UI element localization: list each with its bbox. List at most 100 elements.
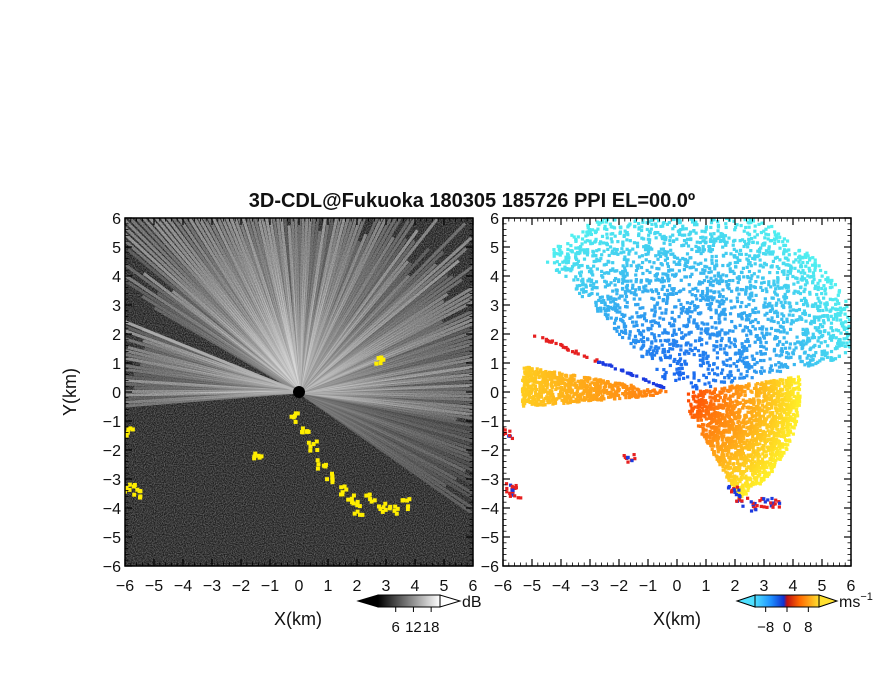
velocity-pixel bbox=[677, 290, 681, 294]
velocity-pixel bbox=[763, 470, 767, 474]
velocity-pixel bbox=[811, 280, 815, 284]
velocity-pixel bbox=[807, 266, 811, 270]
velocity-pixel bbox=[805, 327, 809, 331]
velocity-pixel bbox=[666, 349, 671, 354]
velocity-pixel bbox=[762, 345, 766, 349]
x-tick-label: −3 bbox=[203, 578, 221, 595]
left-colorbar-arrow-right bbox=[439, 594, 462, 608]
velocity-pixel bbox=[621, 240, 625, 244]
velocity-pixel bbox=[769, 285, 773, 289]
velocity-pixel bbox=[543, 383, 547, 387]
velocity-pixel bbox=[729, 456, 733, 461]
strong-return-pixel bbox=[383, 501, 388, 506]
velocity-pixel bbox=[725, 439, 729, 443]
velocity-pixel bbox=[627, 223, 631, 228]
velocity-pixel bbox=[763, 352, 767, 356]
velocity-pixel bbox=[770, 368, 774, 372]
velocity-pixel bbox=[725, 410, 729, 414]
velocity-pixel bbox=[621, 277, 625, 281]
velocity-pixel bbox=[712, 296, 716, 300]
velocity-pixel bbox=[625, 271, 629, 275]
velocity-pixel bbox=[830, 356, 834, 360]
strong-return-pixel bbox=[340, 492, 345, 497]
velocity-pixel bbox=[600, 220, 605, 224]
velocity-pixel bbox=[609, 300, 613, 304]
velocity-pixel bbox=[735, 392, 739, 396]
velocity-pixel bbox=[708, 239, 713, 243]
velocity-pixel bbox=[780, 398, 784, 402]
left-x-tick-labels: −6 −5 −4 −3 −2 −1 0 1 2 3 4 5 6 bbox=[116, 578, 478, 595]
velocity-pixel bbox=[752, 298, 756, 303]
velocity-pixel bbox=[759, 344, 763, 349]
velocity-pixel bbox=[695, 412, 699, 416]
strong-return-pixel bbox=[376, 356, 381, 361]
velocity-pixel bbox=[847, 318, 851, 322]
velocity-pixel bbox=[558, 386, 562, 390]
velocity-pixel bbox=[845, 331, 849, 335]
velocity-pixel bbox=[715, 436, 719, 440]
velocity-pixel bbox=[690, 218, 694, 221]
velocity-pixel bbox=[550, 379, 554, 383]
velocity-pixel bbox=[744, 225, 748, 230]
velocity-pixel bbox=[657, 295, 661, 300]
velocity-pixel bbox=[610, 385, 614, 390]
velocity-pixel bbox=[748, 431, 752, 435]
velocity-pixel bbox=[663, 373, 667, 377]
velocity-pixel bbox=[699, 364, 703, 368]
velocity-pixel bbox=[853, 331, 856, 334]
velocity-pixel bbox=[815, 304, 819, 308]
velocity-pixel bbox=[581, 383, 585, 388]
velocity-pixel bbox=[792, 282, 796, 286]
velocity-pixel bbox=[764, 450, 768, 454]
velocity-pixel bbox=[748, 410, 752, 414]
velocity-pixel bbox=[734, 452, 738, 456]
velocity-pixel bbox=[690, 220, 695, 224]
velocity-pixel bbox=[652, 333, 656, 337]
velocity-pixel bbox=[653, 310, 657, 314]
velocity-pixel bbox=[584, 283, 588, 287]
velocity-pixel bbox=[798, 291, 803, 296]
velocity-pixel bbox=[797, 248, 802, 253]
velocity-pixel bbox=[545, 260, 550, 264]
velocity-pixel bbox=[716, 421, 720, 425]
velocity-pixel bbox=[727, 278, 732, 283]
velocity-pixel bbox=[724, 243, 728, 247]
velocity-pixel bbox=[791, 432, 795, 436]
velocity-pixel bbox=[683, 263, 687, 268]
velocity-pixel bbox=[732, 456, 736, 460]
velocity-pixel bbox=[747, 237, 751, 241]
velocity-pixel bbox=[724, 470, 728, 474]
velocity-pixel bbox=[530, 402, 534, 406]
velocity-pixel bbox=[691, 265, 696, 269]
velocity-pixel bbox=[727, 236, 731, 240]
strong-return-pixel bbox=[383, 507, 388, 512]
velocity-pixel bbox=[791, 380, 795, 384]
velocity-pixel bbox=[792, 399, 796, 403]
velocity-pixel bbox=[674, 305, 678, 309]
velocity-pixel bbox=[707, 306, 711, 311]
velocity-pixel bbox=[801, 339, 806, 343]
velocity-pixel bbox=[674, 291, 679, 296]
strong-return-pixel bbox=[366, 493, 371, 498]
strong-return-pixel bbox=[351, 493, 356, 498]
velocity-pixel bbox=[767, 388, 771, 392]
velocity-pixel bbox=[612, 251, 617, 256]
velocity-pixel bbox=[782, 336, 786, 340]
velocity-pixel bbox=[613, 283, 617, 287]
velocity-pixel bbox=[623, 328, 627, 332]
velocity-pixel bbox=[574, 397, 578, 401]
velocity-pixel bbox=[620, 287, 625, 291]
velocity-pixel bbox=[712, 344, 716, 348]
velocity-pixel bbox=[634, 273, 638, 277]
velocity-pixel bbox=[594, 377, 598, 381]
velocity-pixel bbox=[668, 356, 672, 360]
velocity-pixel bbox=[763, 297, 767, 301]
velocity-pixel bbox=[585, 388, 589, 393]
velocity-pixel bbox=[727, 430, 732, 434]
left-colorbar-ticks: 6 12 18 bbox=[392, 607, 439, 636]
velocity-pixel bbox=[606, 294, 610, 298]
velocity-pixel bbox=[847, 324, 851, 328]
velocity-pixel bbox=[728, 364, 733, 368]
velocity-pixel bbox=[770, 387, 774, 391]
velocity-pixel bbox=[649, 279, 653, 283]
